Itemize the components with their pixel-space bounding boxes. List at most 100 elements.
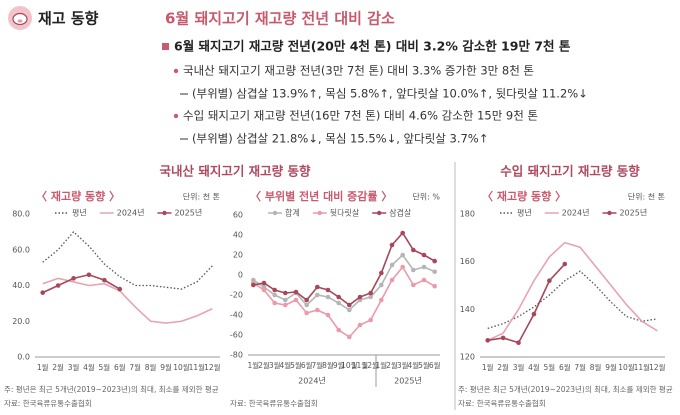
x-tick-label: 12월 bbox=[649, 362, 666, 372]
legend-label: 합계 bbox=[285, 208, 300, 218]
x-tick-label: 11월 bbox=[352, 360, 369, 370]
unit-label: 단위: 천 톤 bbox=[183, 192, 220, 202]
data-point bbox=[547, 278, 552, 284]
footnote: 주: 평년은 최근 5개년(2019~2023년)의 최대, 최소를 제외한 평… bbox=[458, 384, 673, 394]
y-tick-label: 180 bbox=[460, 210, 475, 219]
data-point bbox=[421, 264, 427, 270]
x-tick-label: 10월 bbox=[341, 360, 358, 370]
section-label: 재고 동향 bbox=[38, 10, 99, 28]
x-tick-label: 1월 bbox=[375, 360, 387, 370]
data-point bbox=[304, 302, 309, 308]
x-tick-label: 4월 bbox=[528, 362, 540, 372]
data-point bbox=[411, 247, 416, 253]
legend-label: 삼겹살 bbox=[389, 208, 412, 218]
x-tick-label: 7월 bbox=[129, 362, 141, 372]
data-point bbox=[531, 311, 537, 317]
x-group-label: 2025년 bbox=[394, 376, 422, 386]
data-point bbox=[40, 290, 46, 295]
legend-label: 2025년 bbox=[174, 208, 202, 218]
data-point bbox=[411, 267, 416, 273]
data-point bbox=[368, 317, 373, 323]
x-tick-label: 6월 bbox=[114, 362, 126, 372]
chart-subtitle: 〈 부위별 전년 대비 증감률 〉 bbox=[250, 189, 392, 203]
data-point bbox=[379, 270, 384, 276]
x-tick-label: 9월 bbox=[605, 362, 617, 372]
data-point bbox=[347, 334, 352, 340]
data-point bbox=[336, 327, 341, 333]
pig-nose bbox=[17, 19, 23, 23]
x-tick-label: 8월 bbox=[590, 362, 602, 372]
x-tick-label: 6월 bbox=[429, 360, 441, 370]
x-tick-label: 5월 bbox=[290, 360, 302, 370]
section-header: 국내산 돼지고기 재고량 동향 bbox=[159, 164, 311, 179]
x-tick-label: 2월 bbox=[258, 360, 270, 370]
chart-subtitle: 〈 재고량 동향 〉 bbox=[36, 189, 120, 203]
data-point bbox=[432, 258, 437, 264]
legend-label: 뒷다릿살 bbox=[330, 208, 360, 218]
data-point bbox=[272, 300, 277, 306]
data-point bbox=[315, 284, 320, 290]
section-header: 수입 돼지고기 재고량 동향 bbox=[500, 164, 640, 179]
x-tick-label: 4월 bbox=[407, 360, 419, 370]
x-tick-label: 10월 bbox=[173, 362, 190, 372]
data-point bbox=[336, 300, 341, 306]
x-tick-label: 1월 bbox=[482, 362, 494, 372]
series-line bbox=[487, 270, 658, 330]
data-point bbox=[71, 276, 76, 281]
data-point bbox=[389, 242, 395, 248]
y-tick-label: 0.0 bbox=[17, 353, 30, 362]
data-point bbox=[283, 290, 288, 296]
data-point bbox=[251, 282, 256, 288]
data-point bbox=[325, 294, 331, 300]
bullet bbox=[173, 113, 179, 119]
x-tick-label: 6월 bbox=[301, 360, 313, 370]
data-point bbox=[368, 294, 373, 300]
summary-line: (부위별) 삼겹살 21.8%↓, 목심 15.5%↓, 앞다릿살 3.7%↑ bbox=[192, 132, 488, 146]
data-point bbox=[261, 287, 267, 293]
x-tick-label: 1월 bbox=[37, 362, 49, 372]
data-point bbox=[86, 272, 92, 278]
data-point bbox=[55, 283, 61, 288]
x-tick-label: 12월 bbox=[362, 360, 379, 370]
y-tick-label: -40 bbox=[230, 311, 243, 320]
legend-marker bbox=[272, 210, 278, 216]
series-line bbox=[487, 241, 658, 342]
x-tick-label: 2월 bbox=[52, 362, 64, 372]
legend-marker bbox=[376, 210, 382, 216]
data-point bbox=[102, 277, 107, 283]
y-tick-label: 80.0 bbox=[12, 210, 30, 219]
x-tick-label: 7월 bbox=[574, 362, 586, 372]
x-tick-label: 9월 bbox=[160, 362, 172, 372]
y-tick-label: 160 bbox=[460, 257, 475, 266]
data-point bbox=[421, 252, 427, 258]
data-point bbox=[304, 310, 309, 316]
pig-icon bbox=[12, 12, 28, 26]
data-point bbox=[500, 335, 506, 341]
data-point bbox=[283, 297, 288, 303]
data-point bbox=[379, 282, 384, 288]
x-tick-label: 8월 bbox=[145, 362, 157, 372]
source: 자료: 한국육류유통수출협회 bbox=[458, 398, 546, 408]
legend-marker bbox=[317, 210, 322, 216]
x-tick-label: 11월 bbox=[189, 362, 206, 372]
data-point bbox=[400, 230, 405, 236]
series-line bbox=[42, 230, 213, 290]
x-tick-label: 10월 bbox=[618, 362, 635, 372]
x-tick-label: 11월 bbox=[634, 362, 651, 372]
y-tick-label: 120 bbox=[460, 353, 475, 362]
summary-line: 수입 돼지고기 재고량 전년(16만 7천 톤) 대비 4.6% 감소한 15만… bbox=[183, 109, 538, 123]
x-tick-label: 5월 bbox=[418, 360, 430, 370]
unit-label: 단위: 천 톤 bbox=[628, 192, 665, 202]
x-tick-label: 2월 bbox=[497, 362, 509, 372]
data-point bbox=[325, 312, 331, 318]
data-point bbox=[272, 292, 277, 298]
y-tick-label: -60 bbox=[230, 331, 243, 340]
data-point bbox=[315, 307, 320, 313]
y-tick-label: 40 bbox=[233, 231, 243, 240]
x-tick-label: 3월 bbox=[513, 362, 525, 372]
y-tick-label: 140 bbox=[460, 305, 475, 314]
data-point bbox=[485, 338, 491, 343]
data-point bbox=[400, 264, 405, 270]
x-tick-label: 4월 bbox=[279, 360, 291, 370]
data-point bbox=[315, 292, 320, 298]
